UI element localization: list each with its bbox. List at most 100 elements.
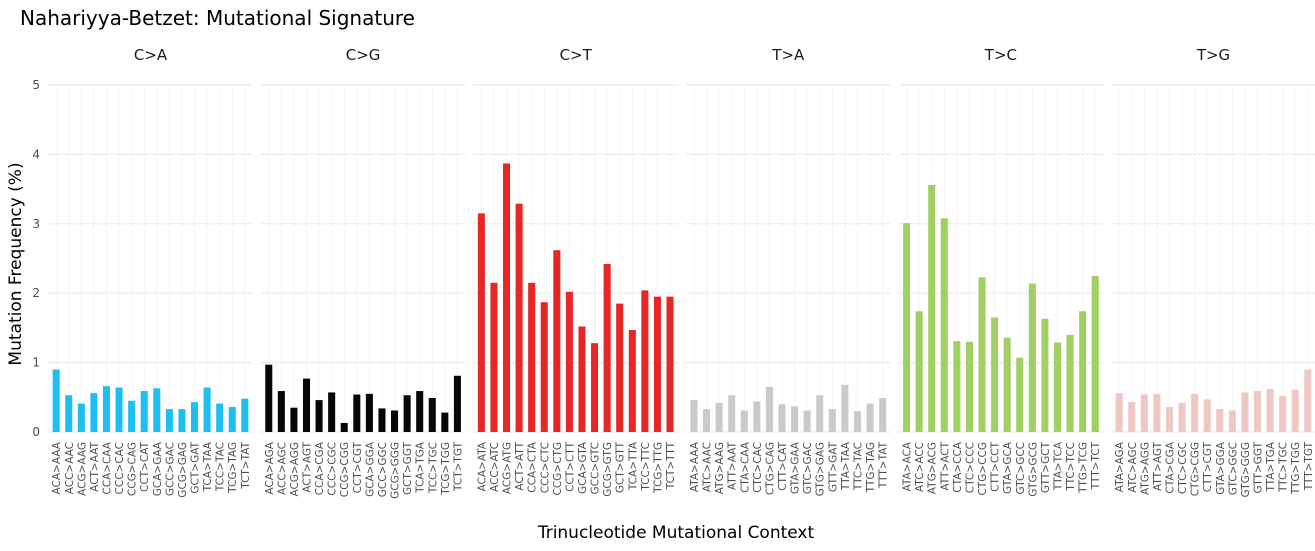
bar: CTG>CAG: 0.65 bbox=[765, 386, 773, 432]
bar: TTG>TGG: 0.61 bbox=[1291, 389, 1299, 432]
facet-label: T>C bbox=[984, 46, 1017, 64]
x-tick-label: CCA>CTA bbox=[527, 441, 539, 493]
x-tick-label: GTG>GAG bbox=[815, 442, 827, 496]
x-tick-label: ACC>AGC bbox=[276, 442, 288, 495]
x-tick-label: TTT>TGT bbox=[1303, 441, 1315, 491]
bar: GCA>GGA: 0.55 bbox=[365, 393, 373, 432]
x-tick-label: ACT>AAT bbox=[89, 441, 101, 491]
x-tick-label: ACG>ATG bbox=[502, 442, 514, 494]
x-tick-label: TTT>TCT bbox=[1090, 441, 1102, 490]
x-tick-label: GCC>GAC bbox=[164, 442, 176, 496]
bar: CCT>CAT: 0.59 bbox=[140, 391, 148, 432]
bar: GCC>GGC: 0.34 bbox=[378, 408, 386, 432]
x-tick-label: CTT>CAT bbox=[777, 441, 789, 490]
x-tick-label: TCT>TTT bbox=[665, 441, 677, 490]
x-tick-label: CTA>CAA bbox=[739, 441, 751, 493]
x-tick-label: ACA>ATA bbox=[476, 441, 488, 491]
x-tick-label: CTG>CAG bbox=[764, 442, 776, 495]
bar: TCC>TTC: 2.04 bbox=[641, 290, 649, 432]
y-tick-label: 2 bbox=[32, 286, 40, 300]
facet-label: T>G bbox=[1196, 46, 1230, 64]
x-tick-label: ATT>AGT bbox=[1152, 441, 1164, 491]
x-tick-label: ACC>ATC bbox=[489, 442, 501, 492]
facet-panel-c-to-t: C>T ACA>ATA: 3.15 ACA>ATA ACC>ATC: 2.15 ACC>… bbox=[473, 46, 679, 497]
x-tick-label: ACA>AAA bbox=[51, 441, 63, 494]
bar: GCG>GAG: 0.33 bbox=[178, 409, 186, 432]
x-tick-label: CCC>CGC bbox=[327, 442, 339, 496]
x-tick-label: CCG>CTG bbox=[552, 442, 564, 495]
x-tick-label: CTA>CGA bbox=[1164, 441, 1176, 493]
x-tick-label: GCC>GTC bbox=[590, 442, 602, 495]
y-tick-label: 3 bbox=[32, 217, 40, 231]
y-tick-label: 0 bbox=[32, 425, 40, 439]
x-tick-label: ATT>AAT bbox=[727, 441, 739, 490]
bar: GCA>GTA: 1.52 bbox=[578, 326, 586, 432]
facet-panel-c-to-g: C>G ACA>AGA: 0.97 ACA>AGA ACC>AGC: 0.59 ACC>… bbox=[260, 46, 466, 499]
facet-label: C>G bbox=[346, 46, 381, 64]
bar: ATA>AGA: 0.56 bbox=[1115, 393, 1123, 432]
x-tick-label: GTT>GCT bbox=[1040, 441, 1052, 493]
bar: ACA>ATA: 3.15 bbox=[477, 213, 485, 432]
facet-label: C>A bbox=[134, 46, 168, 64]
x-tick-label: GCT>GAT bbox=[190, 441, 202, 493]
bar: CCC>CAC: 0.64 bbox=[115, 387, 123, 432]
bar: ATC>AAC: 0.33 bbox=[703, 409, 711, 432]
bar: TCC>TAC: 0.41 bbox=[216, 403, 224, 432]
x-tick-label: ACG>AGG bbox=[289, 442, 301, 497]
x-tick-label: TTA>TCA bbox=[1052, 441, 1064, 491]
x-tick-label: CCG>CGG bbox=[339, 442, 351, 497]
bar: CCT>CTT: 2.02 bbox=[565, 291, 573, 432]
bar: ATT>AGT: 0.55 bbox=[1153, 393, 1161, 432]
x-tick-label: TTC>TGC bbox=[1278, 442, 1290, 493]
x-tick-label: GTT>GAT bbox=[827, 441, 839, 492]
facet-label: T>A bbox=[771, 46, 805, 64]
x-tick-label: TCG>TGG bbox=[440, 442, 452, 496]
bar: CTG>CCG: 2.23 bbox=[978, 277, 986, 432]
x-tick-label: GTA>GCA bbox=[1002, 441, 1014, 494]
bar: GTC>GCC: 1.07 bbox=[1016, 357, 1024, 432]
x-tick-label: CCG>CAG bbox=[127, 442, 139, 496]
bar: ACA>AGA: 0.97 bbox=[265, 364, 273, 432]
bar: ACA>AAA: 0.9 bbox=[52, 369, 60, 432]
y-axis-title: Mutation Frequency (%) bbox=[6, 162, 26, 365]
x-tick-label: GCG>GGG bbox=[390, 442, 402, 499]
x-tick-label: CTC>CAC bbox=[752, 442, 764, 493]
bar: TCA>TGA: 0.59 bbox=[416, 391, 424, 432]
x-tick-label: TCA>TGA bbox=[415, 441, 427, 494]
bar: GTC>GGC: 0.31 bbox=[1228, 410, 1236, 432]
chart-title: Nahariyya-Betzet: Mutational Signature bbox=[20, 6, 415, 30]
bar: GTC>GAC: 0.31 bbox=[803, 410, 811, 432]
y-tick-label: 5 bbox=[32, 78, 40, 92]
x-tick-label: CCC>CTC bbox=[539, 442, 551, 493]
x-tick-label: GTT>GGT bbox=[1253, 441, 1265, 493]
bar: CCA>CGA: 0.46 bbox=[315, 400, 323, 432]
bar: ACG>AAG: 0.41 bbox=[77, 403, 85, 432]
x-tick-label: CCC>CAC bbox=[114, 442, 126, 494]
x-tick-label: GCG>GAG bbox=[177, 442, 189, 498]
bar: CTC>CAC: 0.44 bbox=[753, 401, 761, 432]
facet-panel-t-to-g: T>G ATA>AGA: 0.56 ATA>AGA ATC>AGC: 0.43 ATC>… bbox=[1111, 46, 1315, 498]
bar: TCT>TTT: 1.95 bbox=[666, 296, 674, 432]
bar: TTC>TGC: 0.52 bbox=[1279, 395, 1287, 432]
x-tick-label: ATC>AGC bbox=[1127, 442, 1139, 493]
bar: TCT>TGT: 0.81 bbox=[453, 375, 461, 432]
x-tick-label: TTA>TAA bbox=[840, 441, 852, 491]
x-tick-label: GCT>GTT bbox=[615, 441, 627, 493]
x-tick-label: ATG>ACG bbox=[927, 442, 939, 494]
bar: CTC>CGC: 0.42 bbox=[1178, 402, 1186, 432]
x-tick-label: GTG>GCG bbox=[1027, 442, 1039, 497]
bar: ATT>AAT: 0.53 bbox=[728, 395, 736, 432]
bar: TTT>TCT: 2.25 bbox=[1091, 275, 1099, 432]
x-tick-label: TCC>TTC bbox=[640, 442, 652, 492]
x-tick-label: TCC>TGC bbox=[427, 442, 439, 494]
bar: ATG>AAG: 0.42 bbox=[715, 402, 723, 432]
x-tick-label: TCG>TTG bbox=[652, 442, 664, 494]
bar: ATC>AGC: 0.43 bbox=[1128, 402, 1136, 432]
x-tick-label: ACA>AGA bbox=[264, 441, 276, 494]
x-tick-label: TTC>TAC bbox=[852, 442, 864, 491]
bar: ACG>AGG: 0.35 bbox=[290, 407, 298, 432]
bar: CCA>CTA: 2.15 bbox=[528, 282, 536, 432]
bar: CCG>CAG: 0.45 bbox=[128, 400, 136, 432]
bar: GCC>GAC: 0.33 bbox=[165, 409, 173, 432]
